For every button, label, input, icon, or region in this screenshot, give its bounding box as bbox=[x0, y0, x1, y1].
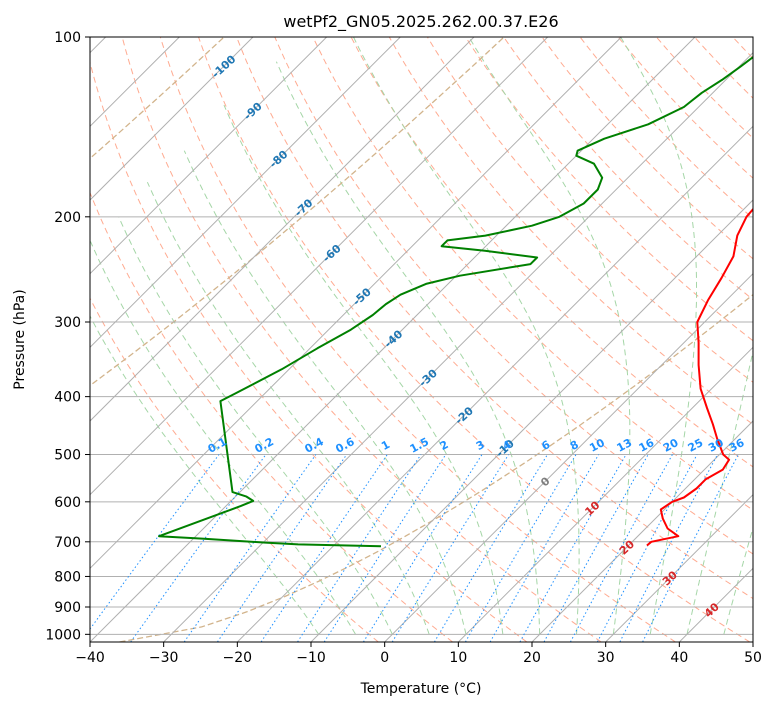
mixing-ratio-label: 13 bbox=[615, 436, 635, 455]
isotherm-gridline bbox=[90, 37, 475, 422]
isotherm-gridline bbox=[605, 493, 753, 642]
dry-adiabat-line bbox=[90, 191, 453, 642]
x-tick-label: −30 bbox=[149, 650, 179, 666]
mixing-ratio-line bbox=[391, 454, 510, 642]
y-axis-ticks: 1000 900 800 700 600 500 400 300 200 100 bbox=[45, 30, 90, 643]
isotherm-gridline bbox=[457, 346, 753, 642]
mixing-ratio-label: 16 bbox=[637, 436, 657, 455]
dry-adiabat-line bbox=[503, 37, 753, 301]
isotherm-gridline bbox=[90, 37, 696, 642]
tan-reference-curve bbox=[90, 37, 225, 160]
y-axis-title: Pressure (hPa) bbox=[12, 289, 28, 389]
plot-frame bbox=[89, 36, 754, 643]
isotherm-gridline bbox=[90, 37, 622, 570]
tan-reference-curves bbox=[90, 37, 753, 642]
moist-adiabat-line bbox=[183, 150, 467, 635]
temperature-profile-line bbox=[646, 207, 753, 547]
isobar-gridlines bbox=[90, 37, 753, 635]
y-tick-label: 400 bbox=[54, 390, 81, 406]
x-tick-label: −20 bbox=[223, 650, 253, 666]
dry-adiabat-line bbox=[465, 37, 753, 342]
y-tick-label: 300 bbox=[54, 315, 81, 331]
moist-adiabat-line bbox=[146, 181, 430, 635]
mixing-ratio-line bbox=[596, 454, 698, 642]
y-tick-label: 900 bbox=[54, 600, 81, 616]
moist-adiabat-line bbox=[620, 37, 697, 635]
mixing-ratio-line bbox=[297, 454, 422, 642]
isotherm-gridline bbox=[90, 37, 549, 496]
moist-adiabat-line bbox=[686, 348, 753, 635]
y-tick-label: 600 bbox=[54, 495, 81, 511]
x-axis-ticks: −40 −30 −20 −10 0 10 20 30 40 50 bbox=[75, 642, 762, 666]
isotherm-gridline bbox=[236, 125, 753, 642]
mixing-ratio-label: 36 bbox=[727, 436, 747, 455]
dry-adiabat-line bbox=[90, 297, 379, 642]
isotherm-gridline bbox=[90, 37, 254, 201]
dry-adiabat-line bbox=[274, 37, 753, 555]
isotherm-gridlines bbox=[90, 37, 753, 642]
moist-adiabat-line bbox=[468, 37, 631, 635]
isotherm-gridline bbox=[384, 272, 753, 642]
y-tick-label: 200 bbox=[54, 210, 81, 226]
y-tick-label: 100 bbox=[54, 30, 81, 46]
x-tick-label: −10 bbox=[296, 650, 326, 666]
x-tick-label: 50 bbox=[744, 650, 762, 666]
mixing-ratio-label: 10 bbox=[587, 436, 607, 455]
x-tick-label: 10 bbox=[449, 650, 467, 666]
moist-adiabat-line bbox=[723, 525, 753, 635]
isotherm-gridline bbox=[163, 51, 753, 642]
x-tick-label: 40 bbox=[670, 650, 688, 666]
mixing-ratio-line bbox=[642, 454, 739, 642]
dewpoint-profile-line bbox=[158, 55, 753, 548]
dry-adiabat-line bbox=[198, 37, 751, 642]
dry-adiabat-line bbox=[121, 37, 602, 642]
moist-adiabat-line bbox=[90, 314, 320, 635]
tan-reference-curve bbox=[119, 293, 753, 642]
mixing-ratio-line bbox=[489, 454, 600, 642]
mixing-ratio-line bbox=[130, 454, 267, 642]
moist-adiabat-line bbox=[275, 61, 541, 635]
mixing-ratio-line bbox=[433, 454, 548, 642]
mixing-ratio-label: 30 bbox=[706, 436, 726, 455]
dry-adiabat-line bbox=[388, 37, 753, 425]
x-tick-label: 20 bbox=[523, 650, 541, 666]
y-tick-label: 800 bbox=[54, 569, 81, 585]
moist-adiabat-line bbox=[353, 37, 580, 635]
moist-adiabat-line bbox=[118, 216, 393, 635]
mixing-ratio-lines bbox=[90, 454, 739, 642]
tan-reference-curve bbox=[90, 37, 505, 387]
moist-adiabats bbox=[90, 37, 753, 635]
mixing-ratio-line bbox=[362, 454, 483, 642]
x-tick-label: 0 bbox=[380, 650, 389, 666]
mixing-ratio-label: 25 bbox=[686, 436, 706, 455]
mixing-ratio-line bbox=[323, 454, 447, 642]
mixing-ratio-line bbox=[619, 454, 719, 642]
mixing-ratio-line bbox=[260, 454, 388, 642]
y-tick-label: 1000 bbox=[45, 627, 81, 643]
isotherm-gridline bbox=[310, 199, 753, 642]
dry-adiabat-line bbox=[617, 37, 753, 179]
mixing-ratio-label: 20 bbox=[661, 436, 681, 455]
moist-adiabat-line bbox=[90, 241, 356, 635]
dry-adiabat-line bbox=[312, 37, 753, 511]
x-tick-label: −40 bbox=[75, 650, 105, 666]
moist-adiabat-line bbox=[223, 104, 504, 635]
y-tick-label: 700 bbox=[54, 535, 81, 551]
x-axis-title: Temperature (°C) bbox=[360, 681, 482, 697]
mixing-ratio-line bbox=[464, 454, 577, 642]
mixing-ratio-line bbox=[90, 454, 220, 630]
isotherm-gridline bbox=[531, 420, 753, 642]
isotherm-gridline bbox=[90, 37, 401, 349]
y-tick-label: 500 bbox=[54, 448, 81, 464]
x-tick-label: 30 bbox=[597, 650, 615, 666]
isotherm-gridline bbox=[90, 37, 328, 275]
profile-series bbox=[158, 55, 753, 548]
chart-title: wetPf2_GN05.2025.262.00.37.E26 bbox=[283, 12, 558, 32]
dry-adiabat-line bbox=[159, 37, 676, 642]
